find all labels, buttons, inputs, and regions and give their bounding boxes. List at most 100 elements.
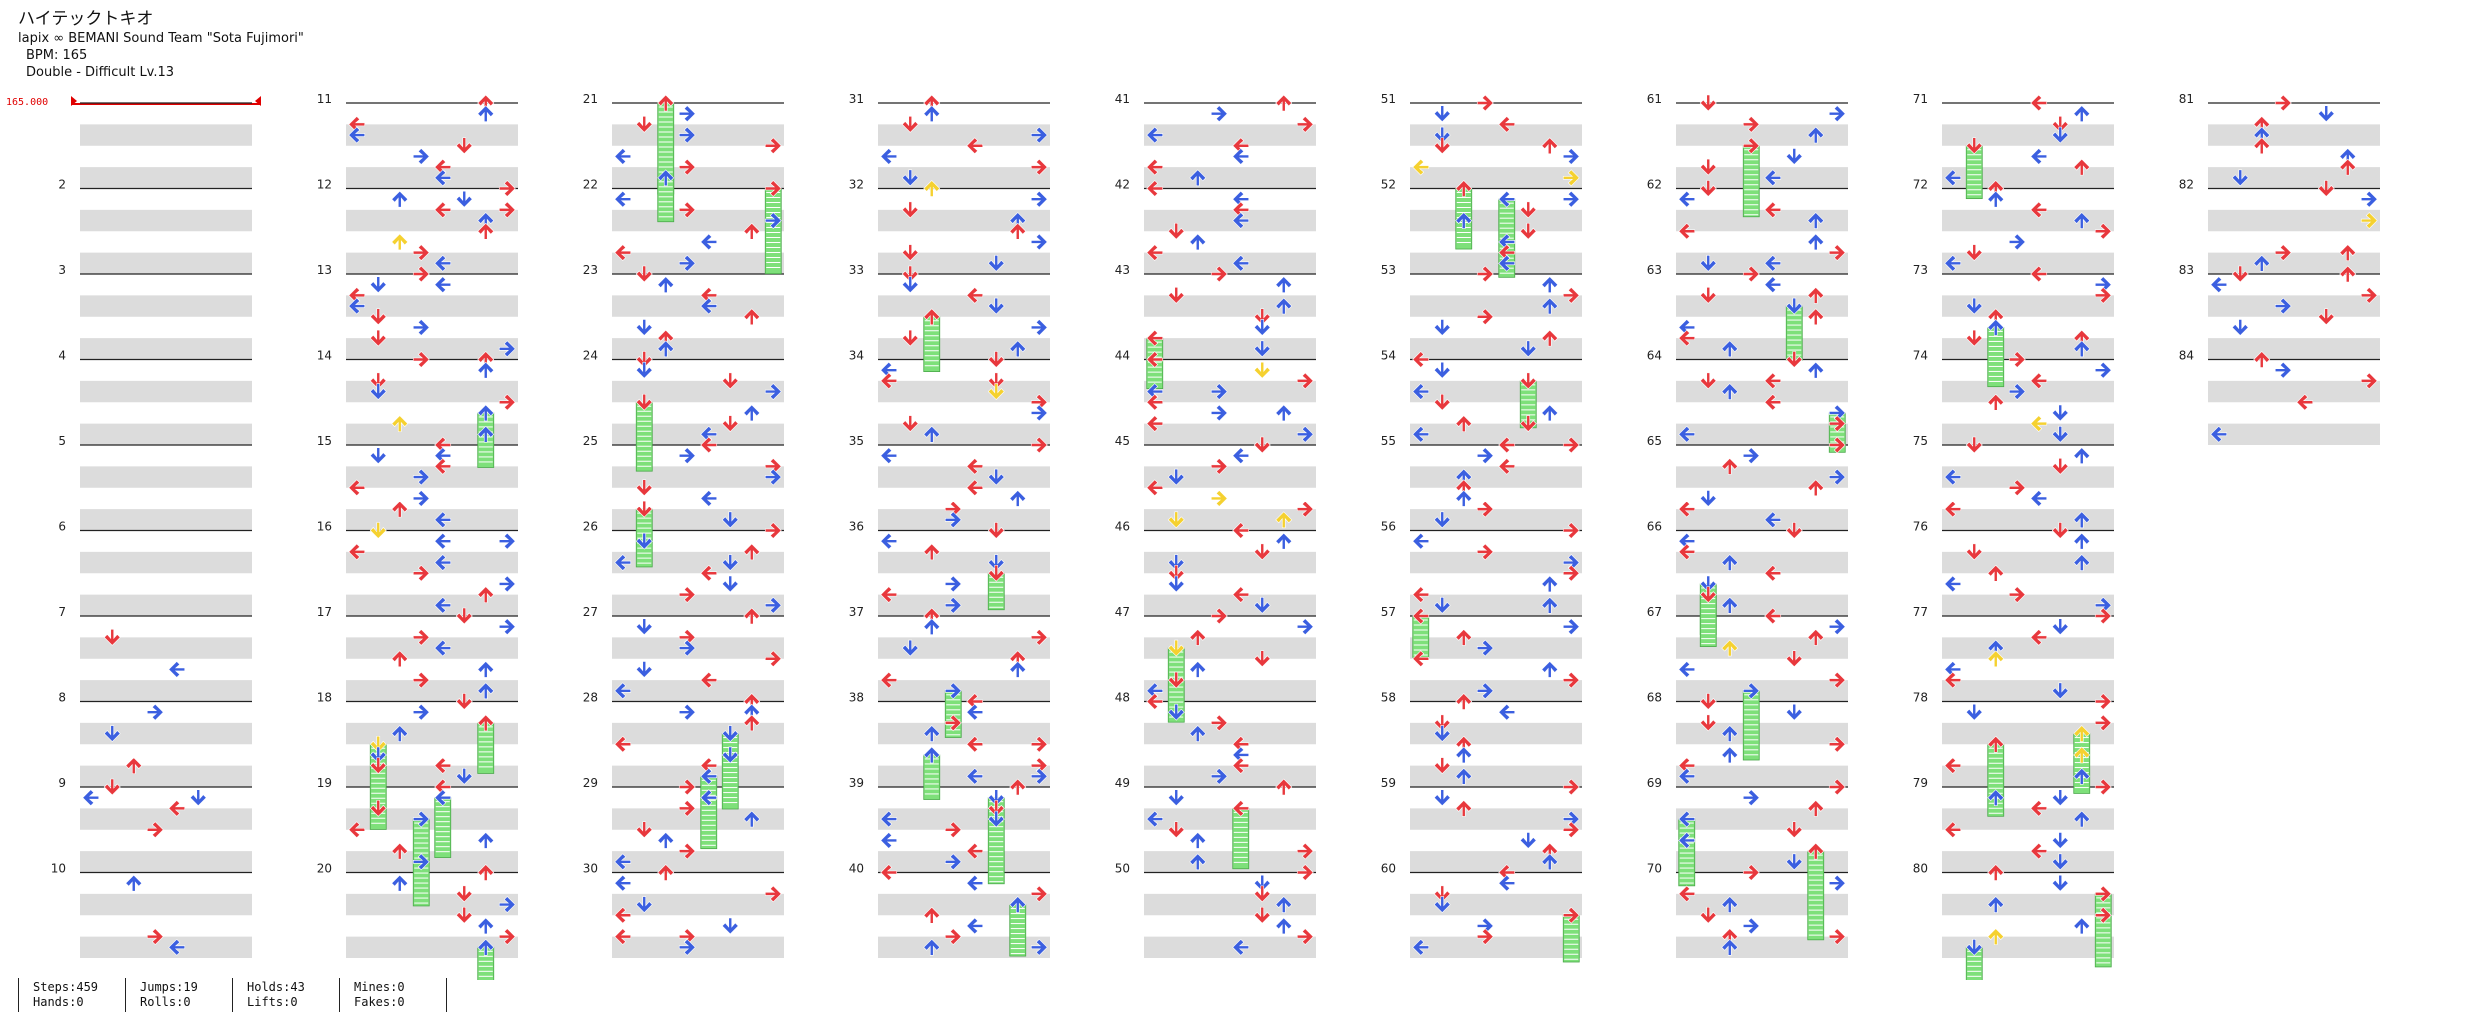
measure-stripe <box>1676 252 1848 274</box>
arrow-down-icon <box>1699 693 1717 710</box>
arrow-down-icon <box>2051 404 2069 422</box>
arrow-up-icon <box>477 404 495 422</box>
arrow-right-icon <box>1562 169 1580 187</box>
arrow-up-icon <box>1275 917 1293 935</box>
arrow-up-icon <box>477 682 495 700</box>
arrow-right-icon <box>1030 885 1048 903</box>
arrow-right-icon <box>1828 468 1846 486</box>
measure-number: 16 <box>317 520 332 534</box>
stat-end-divider <box>446 978 448 1012</box>
arrow-right-icon <box>678 799 696 817</box>
measure-number: 65 <box>1647 434 1662 448</box>
arrow-left-icon <box>1678 329 1696 347</box>
arrow-left-icon <box>1146 351 1164 368</box>
hold-body <box>764 188 782 275</box>
measure-stripe <box>346 124 518 146</box>
arrow-down-icon <box>1167 554 1185 571</box>
measure-stripe <box>1942 722 2114 745</box>
arrow-down-icon <box>455 190 473 208</box>
measure-stripe <box>2208 423 2380 445</box>
arrow-down-icon <box>721 554 739 571</box>
measure-number: 68 <box>1647 691 1662 705</box>
arrow-right-icon <box>764 596 782 614</box>
measure-number: 62 <box>1647 178 1662 192</box>
arrow-left-icon <box>1146 415 1164 433</box>
measure-stripe <box>80 338 252 360</box>
measure-number: 52 <box>1381 178 1396 192</box>
arrow-up-icon <box>477 425 495 443</box>
arrow-down-icon <box>1167 511 1185 529</box>
arrow-right-icon <box>764 212 782 229</box>
measure-stripe <box>612 765 784 787</box>
arrow-down-icon <box>1433 105 1451 123</box>
measure-stripe <box>1410 252 1582 274</box>
arrow-right-icon <box>1476 308 1494 326</box>
measure-stripe <box>1676 509 1848 531</box>
measure-stripe <box>612 423 784 445</box>
stat-jumps: Jumps:19 <box>140 980 198 994</box>
measure-stripe <box>1410 808 1582 830</box>
measure-number: 26 <box>583 520 598 534</box>
measure-stripe <box>1942 808 2114 830</box>
measure-number: 49 <box>1115 776 1130 790</box>
arrow-down-icon <box>987 564 1005 582</box>
arrow-down-icon <box>721 511 739 529</box>
arrow-down-icon <box>1433 896 1451 913</box>
measure-stripe <box>1144 338 1316 360</box>
arrow-up-icon <box>391 415 409 432</box>
arrow-right-icon <box>412 628 430 646</box>
measure-stripe <box>1410 466 1582 488</box>
arrow-up-icon <box>923 906 941 924</box>
arrow-left-icon <box>1944 468 1962 486</box>
arrow-up-icon <box>477 361 495 379</box>
bpm-marker-tick-left <box>71 96 77 106</box>
arrow-left-icon <box>614 928 632 946</box>
measure-number: 70 <box>1647 862 1662 876</box>
arrow-down-icon <box>635 618 653 636</box>
arrow-right-icon <box>1296 500 1314 518</box>
arrow-left-icon <box>1678 543 1696 561</box>
arrow-up-icon <box>1721 746 1739 764</box>
arrow-left-icon <box>880 532 898 550</box>
arrow-down-icon <box>721 917 739 935</box>
arrow-left-icon <box>1146 180 1164 197</box>
measure-stripe <box>1410 338 1582 360</box>
measure-stripe <box>1410 380 1582 403</box>
arrow-left-icon <box>880 447 898 465</box>
arrow-down-icon <box>1253 361 1271 379</box>
arrow-left-icon <box>1146 244 1164 262</box>
stat-group-holds: Holds:43 Lifts:0 <box>232 978 339 1012</box>
arrow-left-icon <box>966 767 984 785</box>
measure-stripe <box>612 680 784 702</box>
arrow-down-icon <box>2231 265 2249 283</box>
measure-number: 18 <box>317 691 332 705</box>
arrow-down-icon <box>1433 319 1451 336</box>
arrow-up-icon <box>2073 447 2091 464</box>
measure-stripe <box>1676 167 1848 189</box>
arrow-left-icon <box>1232 254 1250 272</box>
arrow-right-icon <box>1030 319 1048 336</box>
arrow-right-icon <box>1742 789 1760 807</box>
arrow-right-icon <box>498 618 516 636</box>
arrow-left-icon <box>614 190 632 208</box>
measure-stripe <box>1410 893 1582 916</box>
arrow-down-icon <box>987 255 1005 272</box>
measure-stripe <box>1676 466 1848 488</box>
arrow-up-icon <box>1541 661 1559 678</box>
measure-stripe <box>1144 680 1316 702</box>
arrow-left-icon <box>1764 254 1782 272</box>
measure-stripe <box>878 551 1050 574</box>
arrow-left-icon <box>1944 671 1962 689</box>
song-header: ハイテックトキオ lapix ∞ BEMANI Sound Team "Sota… <box>18 8 304 81</box>
arrow-up-icon <box>1987 564 2005 582</box>
arrow-down-icon <box>721 725 739 742</box>
arrow-up-icon <box>1009 896 1027 913</box>
measure-stripe <box>1676 209 1848 232</box>
arrow-up-icon <box>477 105 495 122</box>
stat-steps: Steps:459 <box>33 980 99 994</box>
arrow-up-icon <box>657 832 675 849</box>
arrow-down-icon <box>1519 372 1537 390</box>
measure-number: 56 <box>1381 520 1396 534</box>
measure-stripe <box>878 124 1050 146</box>
arrow-down-icon <box>1433 597 1451 614</box>
